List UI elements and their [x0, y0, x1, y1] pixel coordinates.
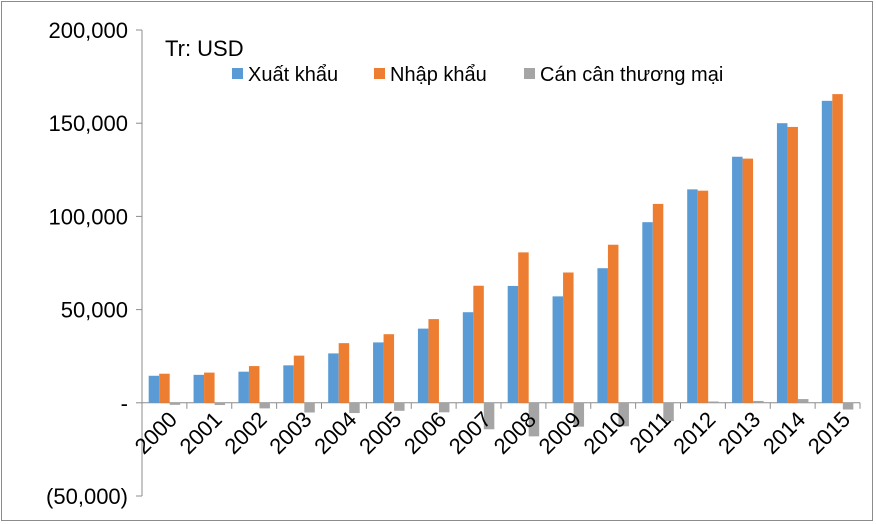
x-tick-label: 2004: [309, 407, 361, 459]
bar-xuất-khẩu-2013: [732, 156, 743, 403]
bar-cán-cân-thương-mại-2009: [573, 402, 585, 427]
bar-nhập-khẩu-2013: [742, 158, 754, 403]
x-tick-label: 2005: [354, 407, 406, 459]
bar-nhập-khẩu-2008: [518, 252, 529, 403]
bar-cán-cân-thương-mại-2004: [349, 402, 360, 414]
bar-xuất-khẩu-2007: [462, 312, 474, 403]
bar-nhập-khẩu-2009: [563, 272, 574, 403]
bar-cán-cân-thương-mại-2011: [663, 402, 674, 422]
bar-xuất-khẩu-2004: [328, 353, 339, 403]
x-tick-label: 2001: [175, 407, 227, 459]
y-tick-label: 100,000: [48, 204, 128, 229]
legend-swatch: [232, 68, 243, 79]
bar-nhập-khẩu-2004: [338, 343, 350, 403]
x-tick-label: 2013: [713, 407, 765, 459]
bar-nhập-khẩu-2015: [832, 94, 843, 403]
y-tick-label: (50,000): [46, 484, 128, 509]
legend-swatch: [524, 68, 535, 79]
bar-xuất-khẩu-2003: [283, 365, 294, 403]
bar-cán-cân-thương-mại-2008: [528, 402, 540, 437]
bar-cán-cân-thương-mại-2000: [169, 402, 181, 405]
bar-cán-cân-thương-mại-2001: [214, 402, 226, 406]
bar-nhập-khẩu-2010: [607, 244, 619, 403]
bar-xuất-khẩu-2001: [193, 374, 205, 403]
bar-nhập-khẩu-2000: [159, 373, 170, 403]
bar-xuất-khẩu-2012: [687, 189, 698, 403]
legend-label: Xuất khẩu: [248, 64, 338, 86]
bar-cán-cân-thương-mại-2012: [708, 401, 719, 403]
legend-swatch: [374, 68, 385, 79]
legend: Xuất khẩu Nhập khẩu Cán cân thương mại: [232, 64, 723, 86]
bar-xuất-khẩu-2010: [597, 268, 608, 403]
bar-cán-cân-thương-mại-2003: [304, 402, 315, 413]
bar-nhập-khẩu-2005: [383, 334, 395, 403]
bar-cán-cân-thương-mại-2013: [753, 400, 764, 403]
y-tick-label: 50,000: [61, 298, 128, 323]
y-tick-label: 150,000: [48, 111, 128, 136]
bar-nhập-khẩu-2006: [428, 319, 439, 403]
bar-xuất-khẩu-2005: [373, 342, 384, 403]
x-tick-label: 2012: [668, 407, 720, 459]
x-tick-label: 2014: [758, 407, 810, 459]
y-tick-label: 200,000: [48, 18, 128, 43]
bar-nhập-khẩu-2012: [697, 190, 709, 403]
bar-xuất-khẩu-2009: [552, 296, 564, 403]
unit-label: Tr: USD: [165, 36, 244, 61]
bar-xuất-khẩu-2011: [642, 222, 653, 403]
x-tick-label: 2002: [219, 407, 271, 459]
y-tick-label: -: [121, 391, 128, 416]
bar-xuất-khẩu-2002: [238, 371, 249, 403]
legend-label: Cán cân thương mại: [540, 64, 723, 86]
bar-xuất-khẩu-2014: [776, 123, 788, 403]
bar-nhập-khẩu-2002: [248, 366, 260, 403]
bar-xuất-khẩu-2008: [507, 285, 519, 403]
x-tick-label: 2000: [130, 407, 182, 459]
bar-cán-cân-thương-mại-2010: [618, 402, 629, 427]
bar-nhập-khẩu-2007: [473, 285, 484, 403]
bar-xuất-khẩu-2000: [148, 375, 160, 403]
bars: [148, 94, 854, 437]
bar-nhập-khẩu-2001: [204, 372, 215, 403]
legend-label: Nhập khẩu: [390, 64, 487, 86]
bar-cán-cân-thương-mại-2002: [259, 402, 270, 409]
x-tick-label: 2015: [803, 407, 855, 459]
bar-xuất-khẩu-2006: [417, 328, 429, 403]
bar-xuất-khẩu-2015: [821, 100, 833, 403]
bar-cán-cân-thương-mại-2015: [842, 402, 854, 410]
bar-nhập-khẩu-2014: [787, 126, 798, 403]
bar-cán-cân-thương-mại-2007: [483, 402, 495, 430]
x-tick-label: 2006: [399, 407, 451, 459]
bar-nhập-khẩu-2011: [652, 203, 664, 403]
x-tick-label: 2003: [264, 407, 316, 459]
bar-cán-cân-thương-mại-2014: [797, 399, 809, 403]
bar-cán-cân-thương-mại-2005: [394, 402, 405, 411]
bar-nhập-khẩu-2003: [293, 355, 305, 403]
bar-cán-cân-thương-mại-2006: [438, 402, 450, 413]
